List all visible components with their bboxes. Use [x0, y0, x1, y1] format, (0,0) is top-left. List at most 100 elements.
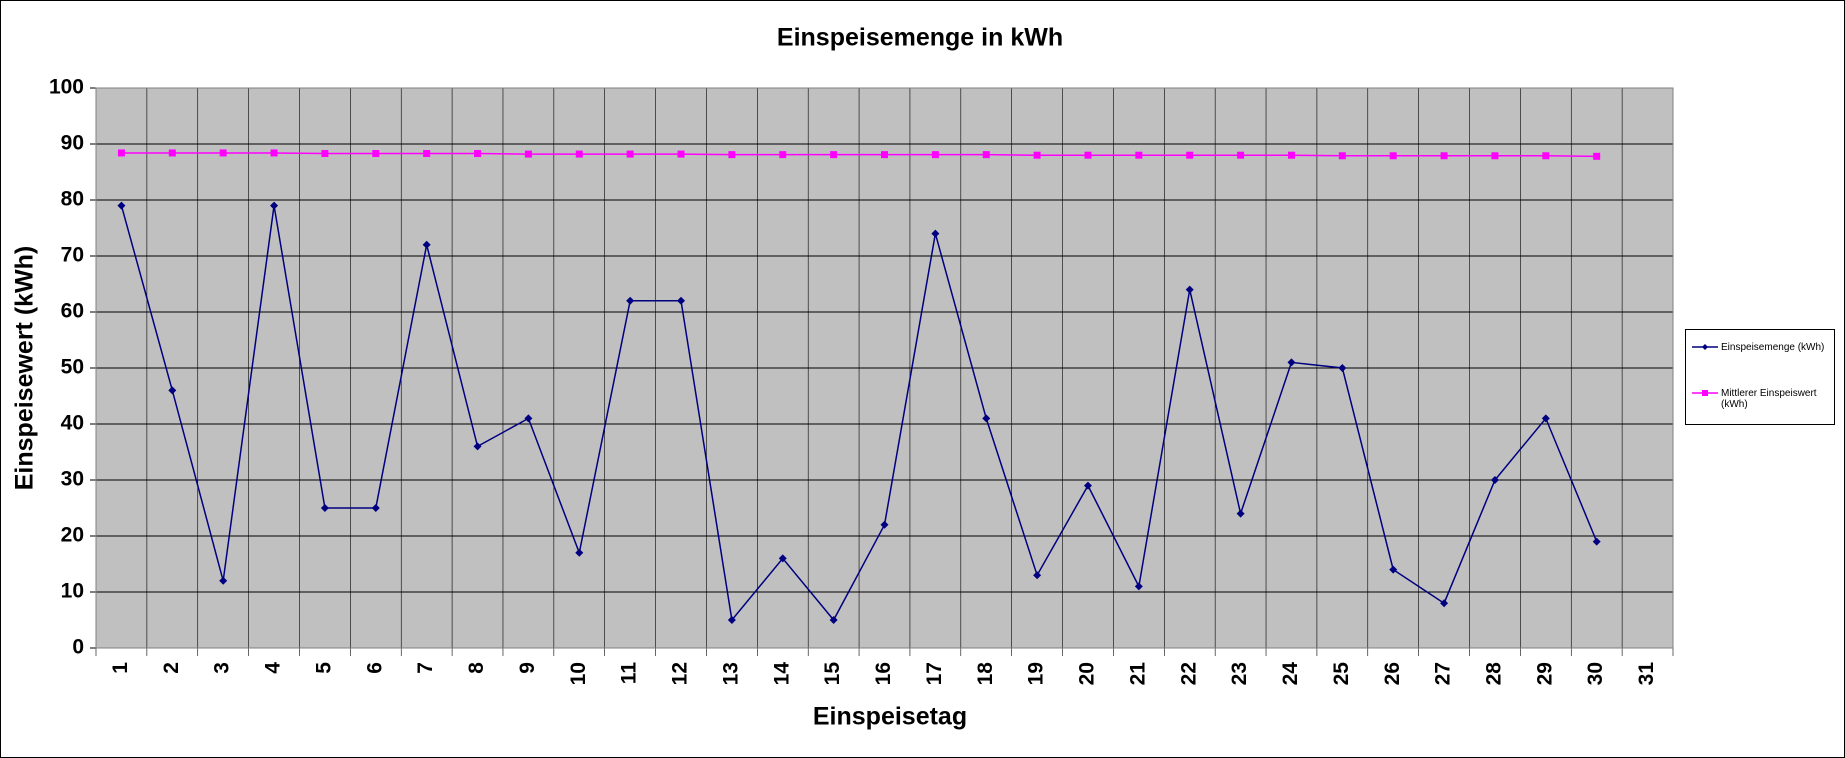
data-point [982, 151, 990, 159]
legend: Einspeisemenge (kWh) Mittlerer Einspeiswe… [1685, 329, 1835, 425]
y-tick-label: 40 [61, 412, 84, 435]
data-point [1338, 152, 1346, 160]
x-tick-label: 26 [1381, 662, 1404, 685]
plot-border [95, 87, 1674, 649]
x-tick-label: 4 [262, 662, 285, 674]
x-tick-label: 5 [312, 662, 335, 674]
data-point [1083, 481, 1092, 490]
data-point [1185, 285, 1194, 294]
data-point [1592, 537, 1601, 546]
legend-swatch [1692, 390, 1718, 396]
data-point [1135, 151, 1143, 159]
y-tick-label: 80 [61, 188, 84, 211]
y-axis-label: Einspeisewert (kWh) [11, 246, 39, 491]
x-tick-label: 31 [1635, 662, 1658, 686]
y-tick-label: 30 [61, 468, 84, 491]
data-point [982, 414, 991, 423]
x-tick-label: 13 [719, 662, 742, 685]
data-point [1440, 599, 1449, 608]
y-tick-label: 90 [61, 132, 84, 155]
data-point [117, 149, 125, 157]
data-point [1033, 151, 1041, 159]
data-point [1236, 509, 1245, 518]
data-point [1490, 476, 1499, 484]
data-point [168, 386, 177, 395]
x-tick-label: 20 [1076, 662, 1099, 685]
data-point [371, 504, 380, 512]
data-point [219, 576, 228, 585]
data-point [677, 296, 686, 305]
data-point [320, 504, 329, 512]
data-point [524, 150, 532, 158]
data-point [1287, 358, 1296, 367]
x-tick-label: 25 [1330, 662, 1353, 686]
y-tick-label: 50 [61, 356, 84, 379]
data-point [524, 414, 533, 423]
x-tick-label: 16 [872, 662, 895, 685]
data-point [728, 151, 736, 159]
data-point [931, 229, 940, 238]
data-point [117, 201, 126, 210]
data-point [626, 296, 635, 305]
x-tick-label: 19 [1025, 662, 1048, 685]
x-tick-label: 2 [160, 662, 183, 674]
x-tick-label: 30 [1584, 662, 1607, 685]
data-point [270, 201, 279, 210]
data-point [474, 150, 482, 158]
series-line [120, 205, 1598, 622]
data-point [372, 150, 380, 158]
data-point [880, 520, 889, 529]
y-tick-label: 20 [61, 524, 84, 547]
data-point [1084, 151, 1092, 159]
x-tick-label: 23 [1228, 662, 1251, 685]
data-point [270, 149, 278, 157]
data-point [1389, 152, 1397, 160]
data-point [219, 149, 227, 157]
legend-item: Mittlerer Einspeiswert (kWh) [1692, 388, 1832, 410]
data-point [1440, 152, 1448, 160]
x-tick-label: 7 [414, 662, 437, 674]
data-point [1389, 565, 1398, 574]
x-tick-label: 24 [1279, 662, 1302, 686]
y-tick-label: 100 [49, 76, 84, 99]
x-tick-label: 18 [974, 662, 997, 686]
x-tick-label: 29 [1533, 662, 1556, 685]
x-tick-label: 11 [618, 662, 641, 685]
data-point [575, 548, 584, 557]
x-tick-label: 1 [109, 662, 132, 674]
x-tick-label: 14 [770, 662, 793, 686]
x-tick-label: 3 [211, 662, 234, 674]
x-tick-label: 12 [669, 662, 692, 685]
x-tick-label: 10 [567, 662, 590, 685]
data-point [727, 616, 736, 624]
x-tick-label: 22 [1177, 662, 1200, 685]
data-point [1287, 151, 1295, 159]
data-point [321, 150, 329, 158]
y-tick-label: 10 [61, 580, 84, 603]
data-point [1541, 414, 1550, 423]
data-point [1542, 152, 1550, 160]
x-tick-label: 21 [1126, 662, 1149, 686]
data-point [830, 151, 838, 159]
legend-item: Einspeisemenge (kWh) [1692, 342, 1832, 353]
x-tick-label: 28 [1482, 662, 1505, 686]
marker [1702, 390, 1708, 396]
y-tick-label: 60 [61, 300, 84, 323]
data-point [829, 616, 838, 624]
x-tick-label: 15 [821, 662, 844, 686]
x-tick-label: 27 [1432, 662, 1455, 685]
x-tick-label: 6 [363, 662, 386, 674]
data-point [1593, 152, 1601, 160]
data-point [779, 151, 787, 159]
data-point [881, 151, 888, 159]
data-point [626, 150, 634, 158]
x-axis-label: Einspeisetag [813, 703, 967, 731]
data-point [931, 151, 939, 159]
series-line [121, 152, 1597, 158]
marker [1702, 344, 1708, 350]
legend-swatch [1692, 344, 1718, 350]
y-tick-label: 0 [72, 636, 84, 659]
x-tick-label: 17 [923, 662, 946, 685]
